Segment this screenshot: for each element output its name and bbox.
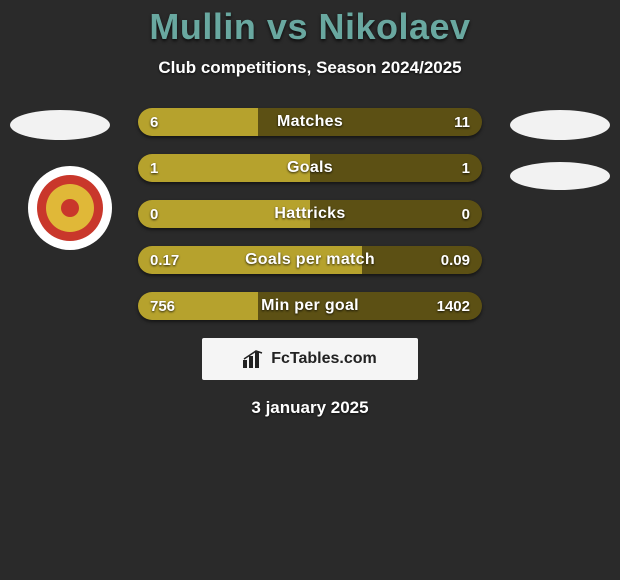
logo-text: FcTables.com: [271, 350, 377, 368]
fctables-logo: FcTables.com: [202, 338, 418, 380]
player1-name: Mullin: [149, 6, 256, 47]
page-title: Mullin vs Nikolaev: [0, 0, 620, 48]
stat-row: 7561402Min per goal: [138, 292, 482, 320]
stat-label: Min per goal: [138, 292, 482, 320]
subtitle: Club competitions, Season 2024/2025: [0, 58, 620, 78]
comparison-chart: 611Matches 11Goals 00Hattricks 0.170.09Goal…: [0, 108, 620, 320]
stat-label: Goals: [138, 154, 482, 182]
stat-label: Matches: [138, 108, 482, 136]
bar-chart-icon: [243, 350, 265, 368]
player2-badge-placeholder-1: [510, 110, 610, 140]
stat-row: 611Matches: [138, 108, 482, 136]
stat-row: 11Goals: [138, 154, 482, 182]
player2-name: Nikolaev: [318, 6, 470, 47]
stat-label: Hattricks: [138, 200, 482, 228]
player2-badge-placeholder-2: [510, 162, 610, 190]
snapshot-date: 3 january 2025: [0, 398, 620, 418]
stat-label: Goals per match: [138, 246, 482, 274]
stat-row: 00Hattricks: [138, 200, 482, 228]
player1-club-crest: [28, 166, 112, 250]
player1-badge-placeholder: [10, 110, 110, 140]
title-vs: vs: [267, 6, 308, 47]
stat-row: 0.170.09Goals per match: [138, 246, 482, 274]
bars-container: 611Matches 11Goals 00Hattricks 0.170.09Goal…: [138, 108, 482, 320]
